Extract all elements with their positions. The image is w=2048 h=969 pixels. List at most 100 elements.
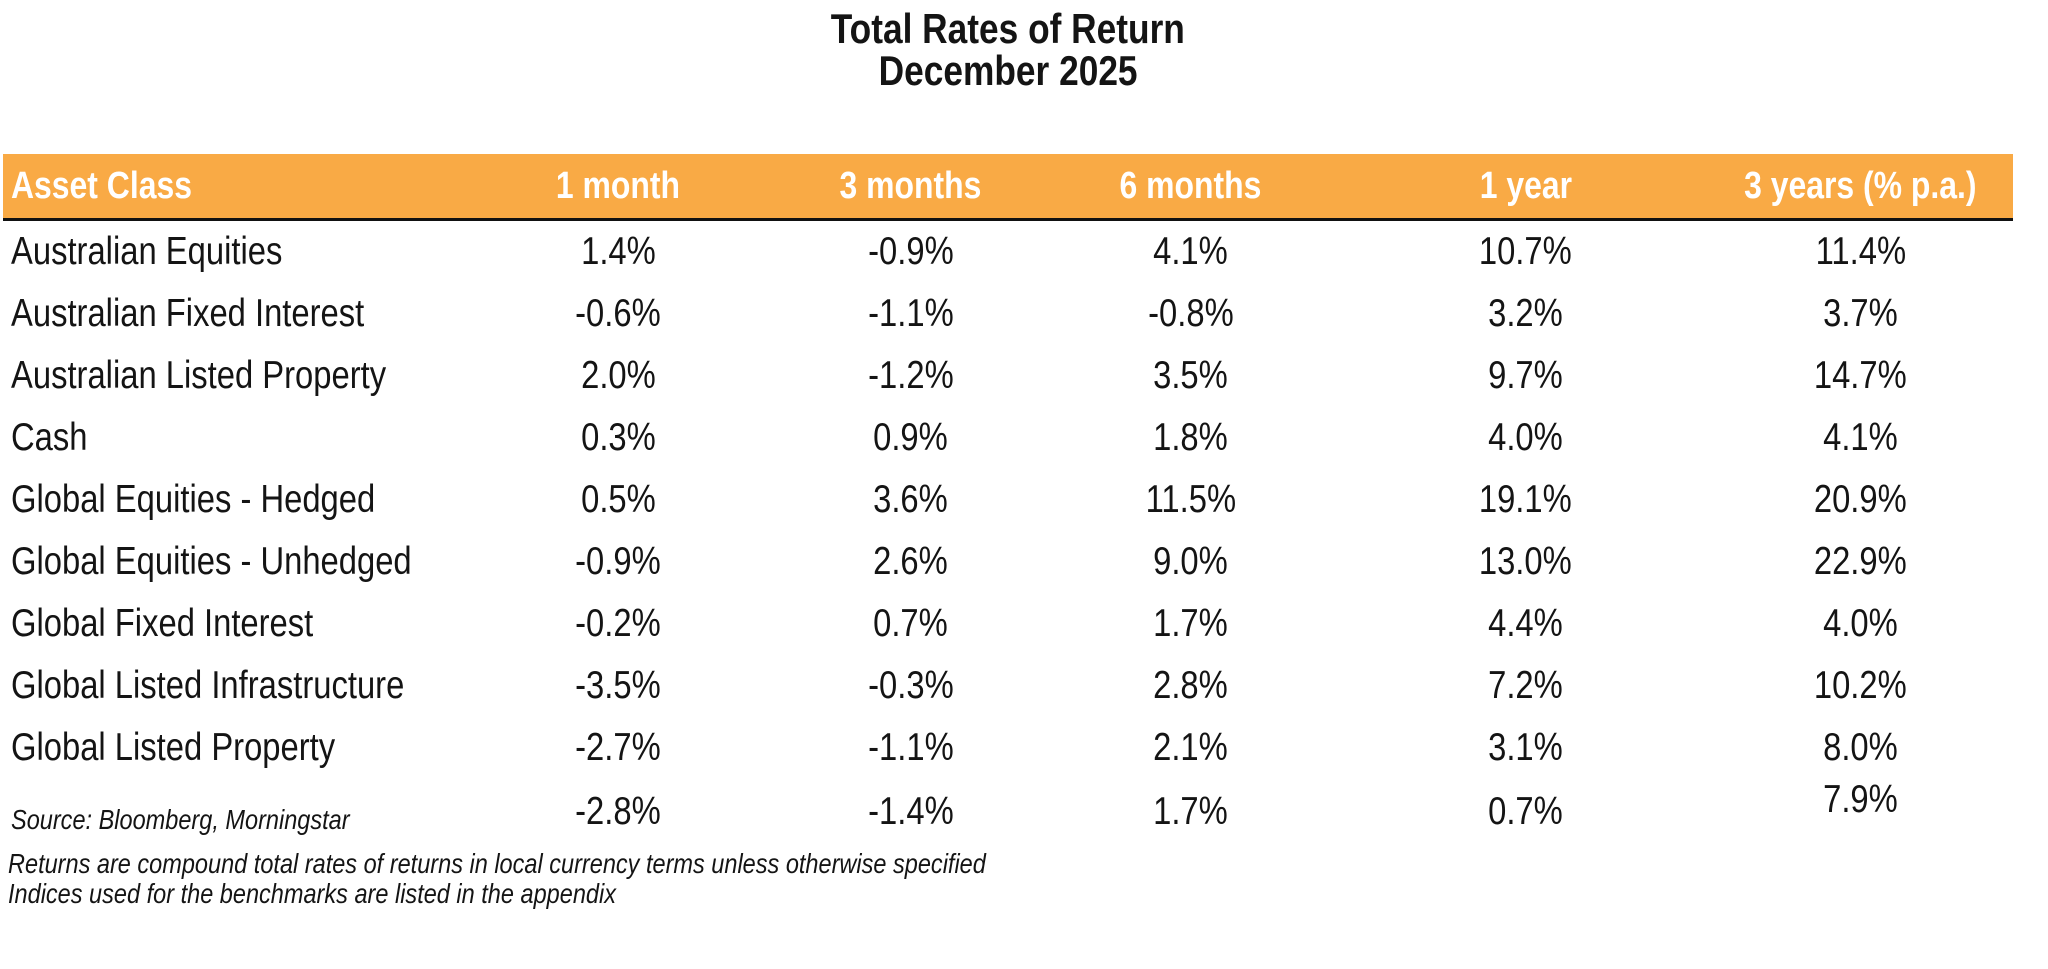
chart-title-block: Total Rates of Return December 2025 [3, 8, 2013, 92]
chart-title: Total Rates of Return [3, 8, 2013, 50]
return-3-months: -1.1% [783, 726, 1038, 770]
return-1-year: 3.2% [1343, 292, 1708, 336]
asset-class-label: Global Listed Infrastructure [3, 664, 453, 708]
return-value: 20.9% [1814, 478, 1907, 521]
table-row-partial: Source: Bloomberg, Morningstar -2.8% -1.… [3, 778, 2013, 855]
return-value: -1.2% [867, 354, 954, 397]
return-value: -3.5% [575, 664, 661, 707]
return-value: 0.3% [580, 416, 656, 459]
return-value: 4.0% [1823, 602, 1898, 645]
return-value: -0.2% [575, 602, 661, 645]
return-value: 1.4% [580, 230, 656, 273]
return-6-months: 4.1% [1038, 230, 1343, 274]
return-3-months: -0.3% [783, 664, 1038, 708]
asset-class-label: Cash [3, 416, 453, 460]
return-value: 11.5% [1145, 478, 1236, 521]
return-value: 14.7% [1814, 354, 1907, 397]
table-row: Global Listed Property -2.7% -1.1% 2.1% … [3, 717, 2013, 779]
return-1-year: 7.2% [1343, 664, 1708, 708]
column-header-3-years: 3 years (% p.a.) [1708, 165, 2013, 208]
return-value: 2.6% [873, 540, 948, 583]
return-value: -0.9% [867, 230, 954, 273]
column-header-label: 6 months [1119, 164, 1262, 207]
return-3-years: 4.1% [1708, 416, 2013, 460]
return-6-months: 1.8% [1038, 416, 1343, 460]
return-value: 10.2% [1814, 664, 1907, 707]
return-value: 2.0% [580, 354, 656, 397]
return-value: 3.7% [1823, 292, 1898, 335]
return-1-year: 13.0% [1343, 540, 1708, 584]
return-3-months: 2.6% [783, 540, 1038, 584]
asset-class-label: Global Fixed Interest [3, 602, 453, 646]
return-6-months: 9.0% [1038, 540, 1343, 584]
footnote-text: Indices used for the benchmarks are list… [8, 878, 616, 909]
asset-class-label: Global Listed Property [3, 726, 453, 770]
return-value: -1.4% [867, 790, 954, 833]
column-header-6-months: 6 months [1038, 165, 1343, 208]
table-row: Global Fixed Interest -0.2% 0.7% 1.7% 4.… [3, 593, 2013, 655]
return-value: 9.7% [1488, 354, 1563, 397]
asset-class-label: Global Equities - Hedged [3, 478, 453, 522]
return-3-years: 8.0% [1708, 726, 2013, 770]
return-value: -1.1% [867, 292, 954, 335]
return-value: 9.0% [1153, 540, 1228, 583]
return-3-years: 7.9% [1708, 778, 2013, 822]
return-1-year: 10.7% [1343, 230, 1708, 274]
return-value: 13.0% [1479, 540, 1572, 583]
asset-class-text: Global Equities - Unhedged [11, 540, 412, 583]
return-1-year: 4.0% [1343, 416, 1708, 460]
return-3-years: 3.7% [1708, 292, 2013, 336]
column-header-1-year: 1 year [1343, 165, 1708, 208]
column-header-label: Asset Class [11, 164, 192, 207]
returns-table: Asset Class 1 month 3 months 6 months 1 … [3, 154, 2013, 855]
return-value: 22.9% [1814, 540, 1907, 583]
return-value: -1.1% [867, 726, 954, 769]
return-3-months: 0.7% [783, 602, 1038, 646]
return-value: 3.5% [1153, 354, 1228, 397]
return-value: 4.0% [1488, 416, 1563, 459]
return-value: 0.7% [1488, 790, 1563, 833]
return-6-months: 3.5% [1038, 354, 1343, 398]
footnote-indices: Indices used for the benchmarks are list… [8, 879, 732, 909]
return-1-month: -0.2% [453, 602, 783, 646]
return-3-months: -1.1% [783, 292, 1038, 336]
return-6-months: 2.1% [1038, 726, 1343, 770]
return-3-years: 14.7% [1708, 354, 2013, 398]
return-3-months: -1.4% [783, 790, 1038, 834]
return-value: 2.8% [1153, 664, 1228, 707]
return-value: 19.1% [1479, 478, 1572, 521]
asset-class-text: Global Equities - Hedged [11, 478, 376, 521]
return-value: 7.2% [1488, 664, 1563, 707]
table-row: Australian Fixed Interest -0.6% -1.1% -0… [3, 283, 2013, 345]
asset-class-label: Australian Fixed Interest [3, 292, 453, 336]
return-value: 0.7% [873, 602, 948, 645]
asset-class-text: Australian Equities [11, 230, 283, 273]
column-header-3-months: 3 months [783, 165, 1038, 208]
return-3-years: 10.2% [1708, 664, 2013, 708]
return-6-months: -0.8% [1038, 292, 1343, 336]
return-value: 1.7% [1153, 602, 1228, 645]
column-header-label: 1 year [1479, 164, 1572, 207]
return-value: -2.7% [575, 726, 661, 769]
return-3-years: 20.9% [1708, 478, 2013, 522]
return-3-years: 22.9% [1708, 540, 2013, 584]
table-row: Australian Equities 1.4% -0.9% 4.1% 10.7… [3, 221, 2013, 283]
return-value: 1.8% [1153, 416, 1228, 459]
return-value: 2.1% [1153, 726, 1228, 769]
chart-subtitle: December 2025 [3, 50, 2013, 92]
return-value: 11.4% [1815, 230, 1906, 273]
footnote-text: Returns are compound total rates of retu… [8, 848, 986, 879]
return-1-year: 19.1% [1343, 478, 1708, 522]
return-value: 3.6% [873, 478, 948, 521]
return-1-month: -3.5% [453, 664, 783, 708]
table-header-row: Asset Class 1 month 3 months 6 months 1 … [3, 154, 2013, 221]
return-3-months: -0.9% [783, 230, 1038, 274]
source-note-cell: Source: Bloomberg, Morningstar [3, 795, 453, 839]
asset-class-text: Global Fixed Interest [11, 602, 314, 645]
return-value: 4.1% [1153, 230, 1228, 273]
return-value: 3.2% [1488, 292, 1563, 335]
return-3-months: -1.2% [783, 354, 1038, 398]
asset-class-text: Australian Listed Property [11, 354, 387, 397]
asset-class-text: Global Listed Property [11, 726, 336, 769]
footnote-returns: Returns are compound total rates of retu… [8, 849, 1172, 879]
